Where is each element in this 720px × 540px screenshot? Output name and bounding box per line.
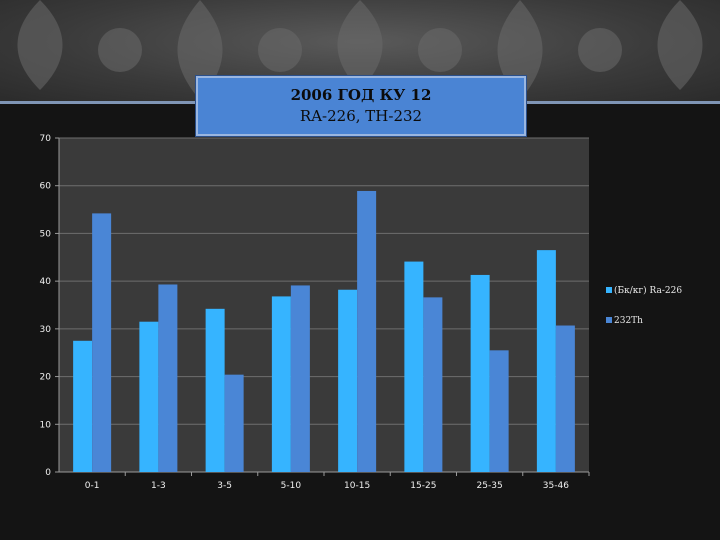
bar-series2-0-1 [92, 213, 112, 473]
bar-series2-10-15 [357, 190, 377, 472]
bar-series1-5-10 [271, 296, 291, 472]
bar-series2-15-25 [423, 297, 443, 472]
bar-series1-35-46 [536, 250, 556, 472]
y-tick-label: 20 [40, 373, 52, 383]
x-tick-label: 15-25 [410, 481, 436, 491]
chart-title-line1: 2006 ГОД КУ 12 [290, 86, 432, 104]
legend-label-ra226: (Бк/кг) Ra-226 [614, 286, 683, 296]
x-tick-label: 25-35 [477, 481, 503, 491]
legend-swatch-ra226 [606, 287, 612, 293]
y-tick-label: 70 [40, 134, 52, 144]
y-tick-label: 60 [40, 182, 52, 192]
x-tick-label: 35-46 [543, 481, 569, 491]
x-tick-label: 3-5 [217, 481, 232, 491]
plot-area [59, 138, 589, 472]
x-tick-label: 1-3 [151, 481, 166, 491]
y-tick-label: 0 [45, 468, 51, 478]
damask-pattern [17, 0, 703, 100]
bar-series2-35-46 [555, 325, 575, 472]
bar-series1-3-5 [205, 308, 225, 472]
y-tick-label: 50 [40, 229, 52, 239]
bar-series2-5-10 [290, 285, 310, 472]
chart-title-line2: RA-226, TH-232 [299, 107, 423, 125]
y-tick-label: 30 [40, 325, 52, 335]
bar-series1-0-1 [73, 340, 93, 472]
legend-swatch-th232 [606, 317, 612, 323]
x-tick-label: 5-10 [281, 481, 302, 491]
legend-item-ra226: (Бк/кг) Ra-226 [606, 286, 682, 296]
x-tick-label: 0-1 [85, 481, 100, 491]
bar-series1-1-3 [139, 321, 159, 472]
bar-series1-25-35 [470, 274, 490, 472]
y-tick-label: 40 [40, 277, 52, 287]
legend-label-th232: 232Th [614, 316, 643, 326]
bar-series1-15-25 [404, 261, 424, 472]
y-tick-label: 10 [40, 420, 52, 430]
x-tick-label: 10-15 [344, 481, 370, 491]
bar-series2-1-3 [158, 284, 178, 472]
chart-title-box: 2006 ГОД КУ 12 RA-226, TH-232 [196, 76, 526, 136]
bar-series2-25-35 [489, 350, 509, 472]
bar-series2-3-5 [224, 374, 244, 472]
bar-series1-10-15 [338, 289, 358, 472]
legend-item-th232: 232Th [606, 316, 643, 326]
